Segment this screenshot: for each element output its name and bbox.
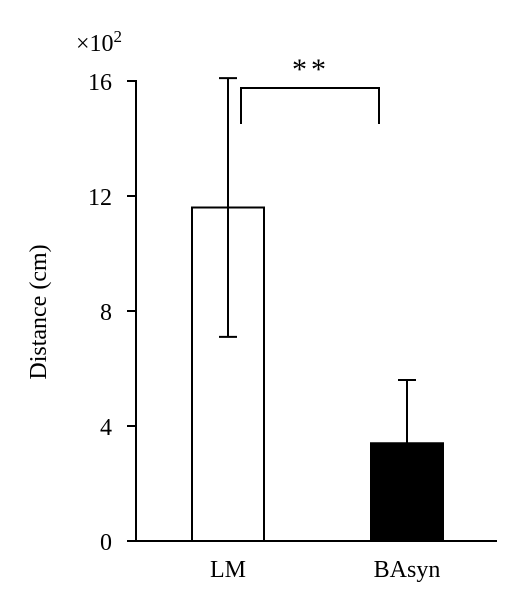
x-tick-label-basyn: BAsyn: [374, 557, 441, 583]
significance-annotation: **: [240, 53, 380, 124]
significance-bracket: [240, 87, 380, 124]
axis-multiplier: ×102: [76, 27, 122, 57]
x-tick-label-lm: LM: [210, 557, 246, 583]
bars: [191, 206, 444, 542]
y-tick-label-4: 16: [88, 70, 112, 96]
significance-label: **: [292, 53, 330, 86]
y-tick-label-1: 4: [100, 415, 112, 441]
axis-multiplier-base: ×10: [76, 31, 114, 57]
y-axis-label: Distance (cm): [26, 244, 52, 379]
y-tick-label-0: 0: [100, 530, 112, 556]
y-ticks: 0 4 8 12 16: [88, 70, 136, 556]
x-axis: LM BAsyn: [135, 540, 497, 583]
y-tick-label-3: 12: [88, 185, 112, 211]
bar-basyn: [370, 442, 444, 542]
y-axis: 0 4 8 12 16 Distance (cm) ×102: [26, 27, 137, 556]
axis-multiplier-exponent: 2: [114, 27, 123, 46]
x-tick-labels: LM BAsyn: [210, 557, 440, 583]
error-bars: [219, 77, 416, 444]
y-tick-label-2: 8: [100, 300, 112, 326]
